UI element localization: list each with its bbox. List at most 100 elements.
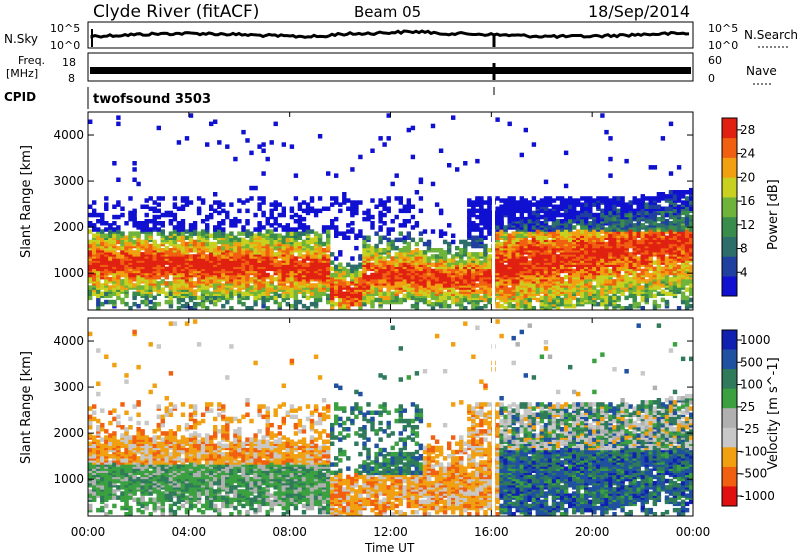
data-cell [390, 270, 395, 276]
data-cell [160, 279, 165, 284]
data-cell [305, 206, 311, 211]
data-cell [418, 297, 424, 303]
data-cell [628, 289, 633, 294]
data-cell [535, 297, 541, 303]
data-cell [475, 289, 480, 294]
data-cell [410, 268, 416, 274]
data-cell [689, 206, 694, 211]
data-cell [434, 254, 440, 259]
data-cell [394, 173, 399, 178]
data-cell [112, 204, 117, 209]
data-cell [289, 258, 295, 263]
data-cell [576, 216, 581, 222]
data-cell [350, 167, 355, 172]
data-cell [684, 299, 690, 305]
data-cell [648, 229, 653, 234]
data-cell [136, 241, 141, 247]
data-cell [257, 235, 262, 240]
data-cell [321, 225, 327, 230]
data-cell [434, 202, 440, 207]
data-cell [196, 279, 202, 284]
data-cell [342, 281, 347, 286]
data-cell [326, 229, 331, 234]
data-cell [636, 233, 641, 238]
data-cell [555, 268, 561, 274]
data-cell [120, 297, 125, 303]
data-cell [668, 171, 674, 176]
data-cell [479, 196, 484, 201]
data-cell [237, 293, 242, 299]
data-cell [426, 293, 432, 299]
data-cell [366, 262, 371, 267]
data-cell [382, 235, 387, 240]
data-cell [180, 241, 186, 247]
data-cell [156, 281, 161, 286]
data-cell [656, 285, 662, 290]
data-cell [382, 279, 387, 284]
data-cell [297, 252, 303, 257]
data-cell [680, 256, 686, 261]
nsearch-label: N.Search [744, 28, 798, 42]
data-cell [168, 219, 174, 224]
data-cell [624, 306, 629, 311]
data-cell [664, 256, 670, 261]
data-cell [378, 235, 383, 240]
data-cell [422, 258, 428, 263]
data-cell [172, 235, 178, 240]
data-cell [205, 142, 210, 147]
data-cell [196, 295, 202, 301]
data-cell [156, 285, 161, 290]
data-cell [471, 303, 476, 309]
data-cell [483, 216, 488, 222]
data-cell [422, 272, 428, 278]
data-cell [475, 208, 480, 214]
freq-label-2: [MHz] [6, 67, 38, 80]
data-cell [88, 285, 93, 290]
data-cell [455, 260, 460, 265]
data-cell [648, 212, 653, 218]
data-cell [217, 204, 222, 209]
data-cell [434, 262, 440, 267]
data-cell [265, 281, 270, 286]
data-cell [297, 206, 303, 211]
data-cell [140, 256, 145, 261]
data-cell [515, 200, 520, 205]
data-cell [507, 237, 512, 243]
data-cell [293, 295, 299, 301]
data-cell [459, 254, 464, 259]
data-cell [563, 233, 569, 238]
data-cell [136, 277, 141, 282]
data-cell [418, 266, 424, 272]
data-cell [249, 237, 254, 243]
data-cell [430, 123, 436, 129]
data-cell [241, 225, 246, 230]
data-cell [430, 262, 436, 267]
data-cell [475, 214, 480, 220]
data-cell [168, 264, 174, 270]
data-cell [293, 219, 299, 224]
data-cell [225, 289, 230, 294]
data-cell [301, 216, 307, 222]
data-cell [551, 227, 557, 232]
data-cell [592, 243, 597, 249]
data-cell [511, 231, 516, 236]
data-cell [604, 196, 609, 201]
data-cell [430, 229, 436, 234]
data-cell [293, 212, 299, 218]
data-cell [463, 306, 468, 311]
data-cell [326, 266, 331, 272]
data-cell [580, 297, 585, 303]
data-cell [124, 277, 129, 282]
data-cell [301, 231, 307, 236]
data-cell [253, 233, 258, 238]
data-cell [479, 289, 484, 294]
data-cell [652, 299, 658, 305]
data-cell [180, 285, 186, 290]
data-cell [213, 192, 218, 197]
data-cell [237, 219, 242, 224]
data-cell [160, 248, 165, 253]
data-cell [326, 245, 331, 251]
data-cell [156, 227, 161, 232]
data-cell [672, 281, 678, 286]
data-cell [362, 239, 367, 245]
